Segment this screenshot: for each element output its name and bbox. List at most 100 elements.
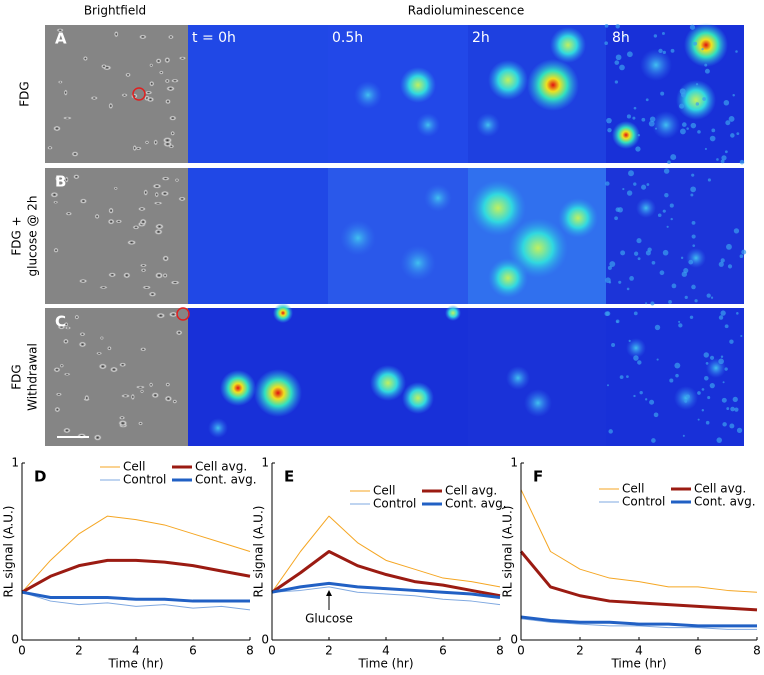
cell: [122, 272, 131, 279]
series-line: [21, 591, 251, 611]
cell: [121, 93, 128, 98]
rl-speck: [692, 244, 696, 247]
rl-speck: [669, 203, 674, 208]
row-label: FDG: [18, 81, 32, 106]
cell: [50, 191, 59, 198]
col-header: Radioluminescence: [408, 4, 525, 18]
rl-speck: [721, 155, 727, 161]
rl-speck: [691, 284, 696, 290]
rl-speck: [615, 207, 620, 212]
cell: [113, 30, 119, 38]
col-header: Brightfield: [84, 4, 146, 18]
rl-speck: [641, 184, 647, 190]
rl-speck: [706, 293, 711, 298]
rl-speck: [605, 181, 610, 186]
cell: [95, 351, 103, 355]
rl-spot: [527, 59, 579, 111]
panel-label: E: [284, 468, 294, 486]
rl-speck: [605, 277, 611, 284]
cell: [63, 89, 68, 96]
rl-speck: [691, 173, 695, 177]
rl-speck: [709, 135, 716, 142]
cell: [57, 80, 63, 84]
row-label: glucose @ 2h: [26, 196, 40, 277]
cell: [62, 116, 73, 120]
rl-speck: [607, 127, 612, 133]
rl-speck: [629, 276, 634, 281]
y-tick-label: 1: [510, 456, 518, 470]
rl-speck: [707, 396, 711, 400]
rl-speck: [666, 225, 669, 228]
rl-speck: [704, 147, 707, 151]
rl-speck: [721, 397, 727, 403]
cell: [162, 272, 168, 279]
rl-speck: [707, 178, 711, 182]
rl-speck: [645, 302, 648, 305]
cell: [146, 96, 155, 103]
x-tick-label: 0: [18, 644, 26, 658]
rl-speck: [670, 217, 673, 221]
rl-spot: [354, 81, 382, 109]
rl-speck: [670, 48, 675, 53]
rl-speck: [667, 160, 671, 165]
cell: [140, 268, 147, 273]
cell: [154, 228, 163, 235]
cell: [132, 144, 137, 152]
rl-speck: [684, 399, 688, 403]
rl-speck: [605, 311, 611, 316]
brightfield-image: [45, 168, 188, 304]
series-line: [21, 558, 251, 594]
rl-speck: [654, 324, 661, 331]
rl-speck: [689, 315, 694, 319]
x-tick-label: 6: [694, 644, 702, 658]
series-line: [520, 615, 757, 628]
x-tick-label: 4: [132, 644, 140, 658]
cell: [106, 345, 112, 351]
rl-speck: [730, 133, 735, 138]
rl-speck: [646, 183, 650, 186]
rl-speck: [736, 427, 743, 433]
rl-spot: [558, 198, 598, 238]
rl-spot: [676, 80, 716, 120]
cell: [151, 392, 160, 399]
rl-speck: [723, 100, 730, 106]
rl-speck: [728, 116, 735, 122]
cell: [126, 239, 137, 246]
rl-speck: [690, 193, 694, 197]
rl-speck: [718, 261, 724, 267]
rl-speck: [660, 91, 665, 96]
cell: [78, 341, 87, 348]
rl-speck: [740, 334, 743, 338]
rl-speck: [735, 50, 738, 53]
rl-speck: [739, 254, 744, 259]
x-axis-label: Time (hr): [107, 657, 163, 671]
cell: [100, 63, 108, 69]
cell: [115, 219, 123, 224]
cell: [74, 314, 80, 320]
rl-image: [468, 308, 606, 446]
rl-speck: [727, 264, 733, 269]
rl-speck: [681, 122, 687, 127]
rl-speck: [680, 128, 686, 135]
rl-speck: [730, 406, 735, 412]
rl-speck: [633, 106, 637, 110]
rl-speck: [663, 168, 670, 174]
rl-speck: [705, 362, 709, 365]
cell: [170, 280, 180, 285]
cell: [155, 58, 162, 64]
rl-speck: [604, 24, 609, 28]
rl-speck: [724, 367, 728, 371]
cell: [53, 247, 59, 253]
x-tick-label: 6: [439, 644, 447, 658]
rl-speck: [626, 114, 631, 119]
cell: [138, 34, 147, 40]
rl-speck: [641, 117, 646, 122]
rl-speck: [704, 63, 708, 67]
series-line: [21, 515, 251, 593]
x-tick-label: 4: [635, 644, 643, 658]
rl-speck: [658, 48, 663, 54]
cell: [118, 415, 126, 420]
rl-spot: [416, 113, 440, 137]
time-label: t = 0h: [192, 30, 236, 46]
series-line: [519, 550, 758, 612]
